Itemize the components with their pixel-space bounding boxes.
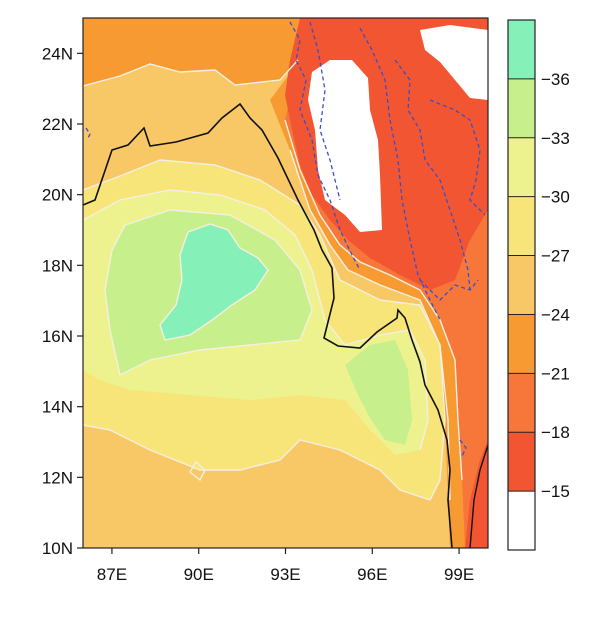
contour-line [83,189,429,451]
lat-tick-label: 24N [42,44,73,63]
colorbar-swatch [508,432,535,492]
contour-line [159,223,269,341]
lat-tick-label: 16N [42,327,73,346]
colorbar-label: −27 [541,247,570,266]
no-data-region-central [308,60,382,232]
colorbar-swatch [508,20,535,79]
contour-line [83,159,446,501]
contour-line [189,460,206,482]
colorbar-label: −30 [541,188,570,207]
colorbar-swatch [508,255,535,315]
colorbar-swatch [508,78,535,138]
map-panel [83,18,488,548]
dashed-contour [359,27,441,321]
lon-tick-label: 96E [357,565,387,584]
colorbar-frame [507,19,536,551]
lon-tick-label: 90E [184,565,214,584]
lat-tick-label: 18N [42,256,73,275]
shade-band-green-east [345,340,412,445]
dashed-contours [85,21,486,457]
lat-tick-label: 10N [42,539,73,558]
lon-tick-label: 87E [97,565,127,584]
contour-line [83,59,299,87]
colorbar-label: −24 [541,305,570,324]
coastline-east [469,444,488,548]
coastline [83,102,453,548]
colorbar-label: −33 [541,129,570,148]
contour-line [289,149,451,501]
colorbar-swatch [508,314,535,374]
dashed-contour [429,99,486,216]
no-data-region-northeast [420,25,488,100]
colorbar-swatch [508,373,535,433]
dashed-contour [459,439,467,457]
colorbar-swatch [508,137,535,197]
contour-line [83,424,431,501]
lat-tick-label: 20N [42,186,73,205]
colorbar-swatch [508,491,535,550]
colorbar-label: −18 [541,423,570,442]
colorbar-label: −21 [541,364,570,383]
lat-tick-label: 12N [42,468,73,487]
colorbar-label: −15 [541,482,570,501]
colorbar-swatch [508,196,535,256]
dashed-contour [309,21,341,201]
contour-lines [83,59,463,501]
contour-line [104,209,313,377]
shade-band-aqua-core [160,224,268,340]
dashed-contour [394,59,471,291]
dashed-contour [85,127,91,141]
colorbar: −15 −18 −21 −24 −27 −30 −33 −36 [507,19,570,551]
lon-tick-label: 93E [270,565,300,584]
dashed-contour [289,21,361,271]
longitude-axis: 87E 90E 93E 96E 99E [97,548,474,584]
contour-line [284,119,463,481]
lat-tick-label: 22N [42,115,73,134]
latitude-axis: 10N 12N 14N 16N 18N 20N 22N 24N [42,44,83,558]
lat-tick-label: 14N [42,398,73,417]
shade-band-southeast-red [465,440,488,548]
lon-tick-label: 99E [444,565,474,584]
colorbar-label: −36 [541,70,570,89]
dashed-contour [419,279,479,301]
